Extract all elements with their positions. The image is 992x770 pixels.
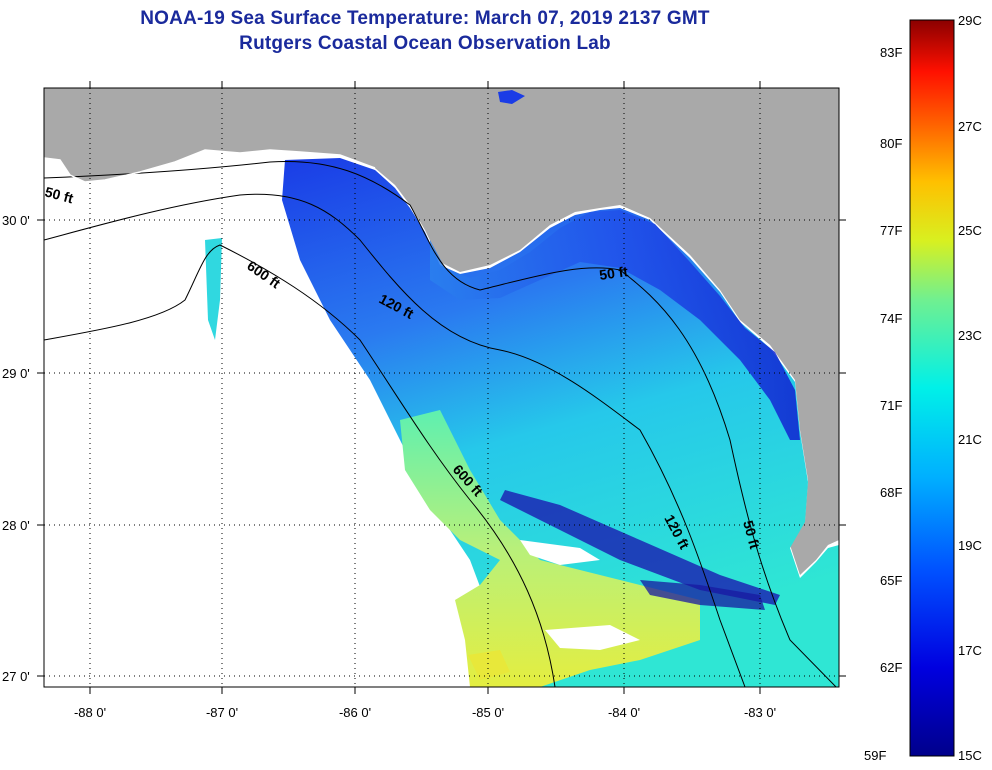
sst-field-warm-south (400, 410, 700, 687)
lat-tick-label: 28 0' (2, 518, 30, 533)
isobath-50ft-north (44, 160, 837, 687)
lon-tick-label: -86 0' (339, 705, 371, 720)
lon-tick-label: -85 0' (472, 705, 504, 720)
isobath-600ft (44, 244, 556, 687)
colorbar-f-label: 77F (880, 223, 902, 238)
colorbar-c-label: 17C (958, 643, 982, 658)
colorbar-c-label: 29C (958, 13, 982, 28)
chart-title: NOAA-19 Sea Surface Temperature: March 0… (140, 8, 710, 29)
lon-tick-label: -88 0' (74, 705, 106, 720)
colorbar-f-label: 62F (880, 660, 902, 675)
contour-label: 50 ft (598, 263, 629, 283)
colorbar-c-label: 23C (958, 328, 982, 343)
contour-label: 50 ft (43, 183, 75, 206)
colorbar-gradient (909, 19, 955, 757)
colorbar-c-label: 21C (958, 432, 982, 447)
lon-tick-label: -83 0' (744, 705, 776, 720)
lat-tick-label: 29 0' (2, 366, 30, 381)
map-border (43, 87, 840, 688)
sst-map: 50 ft 600 ft 120 ft 50 ft 600 ft 120 ft … (2, 81, 846, 720)
sst-streak-1 (500, 490, 780, 605)
colorbar-c-label: 25C (958, 223, 982, 238)
cloud-gap-1 (520, 540, 600, 565)
colorbar-c-label: 19C (958, 538, 982, 553)
colorbar-f-label: 71F (880, 398, 902, 413)
temperature-colorbar: 83F 80F 77F 74F 71F 68F 65F 62F 59F 29C … (864, 13, 982, 763)
colorbar-f-label: 83F (880, 45, 902, 60)
land-mass (44, 88, 839, 575)
chart-subtitle: Rutgers Coastal Ocean Observation Lab (239, 33, 611, 54)
colorbar-c-label: 27C (958, 119, 982, 134)
sst-patch-bay (498, 90, 525, 104)
colorbar-f-label: 68F (880, 485, 902, 500)
colorbar-f-label: 65F (880, 573, 902, 588)
contour-label: 50 ft (740, 519, 763, 551)
isobath-120ft (44, 193, 746, 687)
colorbar-f-label: 74F (880, 311, 902, 326)
sst-field-coastal-cold (430, 210, 800, 440)
cloud-gap-2 (545, 625, 640, 650)
sst-field-warm-spot (468, 650, 510, 680)
colorbar-f-label: 80F (880, 136, 902, 151)
lon-tick-label: -84 0' (608, 705, 640, 720)
lat-tick-label: 27 0' (2, 669, 30, 684)
isobath-contours (44, 160, 837, 687)
axis-ticks (37, 81, 846, 694)
lat-tick-label: 30 0' (2, 213, 30, 228)
sst-streak-2 (640, 580, 765, 610)
lon-tick-label: -87 0' (206, 705, 238, 720)
colorbar-c-label: 15C (958, 748, 982, 763)
coastline (44, 149, 376, 183)
sst-patch-west (205, 238, 222, 340)
colorbar-f-label: 59F (864, 748, 886, 763)
